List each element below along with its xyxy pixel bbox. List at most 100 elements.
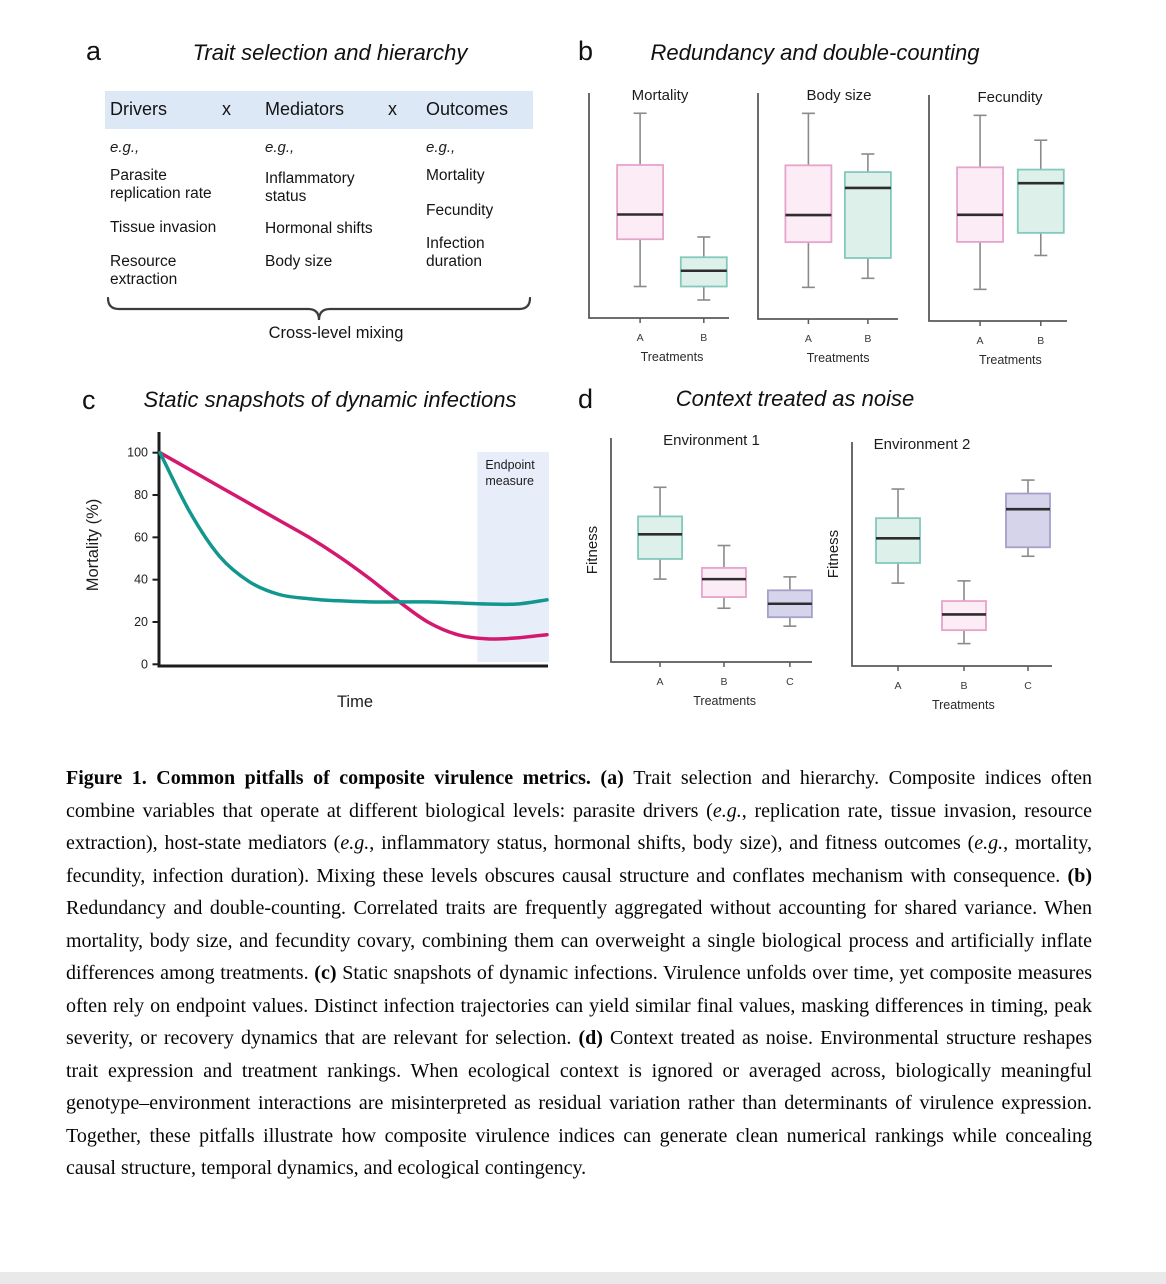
iqr-box — [637, 515, 683, 560]
x-axis-label: Treatments — [641, 350, 704, 364]
box-C — [766, 576, 813, 627]
cross-level-brace — [106, 296, 532, 321]
series-trajectory-fast-early-decline — [158, 450, 549, 607]
panel-c-title: Static snapshots of dynamic infections — [143, 387, 517, 412]
caption-segment: , inflammatory status, hormonal shifts, … — [369, 832, 975, 854]
caption-segment: Figure 1. Common pitfalls of composite v… — [66, 767, 634, 789]
iqr-box — [1016, 168, 1065, 234]
box-A — [637, 486, 683, 580]
x-tick-label: B — [960, 680, 967, 692]
iqr-box — [701, 567, 747, 598]
iqr-box — [784, 164, 833, 244]
endpoint-band-label: Endpoint measure — [485, 458, 535, 488]
multiply-sign-1: x — [222, 99, 231, 119]
iqr-box — [956, 166, 1004, 243]
panel-c-letter: c — [82, 385, 96, 415]
subplot-title: Body size — [806, 87, 871, 104]
y-tick-label: 100 — [127, 446, 148, 460]
mediator-item-1: Inflammatory status — [265, 170, 355, 205]
x-tick-label: A — [805, 333, 812, 345]
panel-c-line-chart: Endpoint measure 0 20 40 60 80 100 Time Mortality… — [84, 432, 549, 711]
y-axis-label: Fitness — [825, 530, 842, 578]
subplot-title: Environment 2 — [874, 436, 971, 453]
box-A — [956, 114, 1004, 291]
iqr-box — [843, 171, 892, 259]
box-B — [701, 544, 747, 610]
header-outcomes: Outcomes — [426, 99, 509, 119]
x-tick-label: B — [720, 676, 727, 688]
box-B — [1016, 139, 1065, 257]
driver-item-3: Resource extraction — [110, 253, 178, 288]
y-axis-label: Fitness — [584, 526, 601, 574]
caption-segment: e.g. — [712, 799, 742, 822]
panel-b-title: Redundancy and double-counting — [650, 40, 980, 65]
x-axis-label: Treatments — [979, 353, 1042, 367]
x-tick-label: A — [637, 332, 644, 344]
x-tick-label: C — [786, 676, 794, 688]
x-axis-label: Treatments — [932, 698, 995, 712]
box-A — [784, 112, 833, 289]
caption-segment: (d) — [578, 1027, 611, 1049]
outcome-item-3: Infection duration — [426, 235, 485, 270]
x-tick-label: C — [1024, 680, 1032, 692]
subplot-title: Environment 1 — [663, 432, 760, 449]
box-B — [843, 153, 892, 280]
caption-segment: , replication rate, tissue invasion, res… — [66, 799, 1092, 855]
x-tick-label: B — [864, 333, 871, 345]
driver-item-1: Parasite replication rate — [110, 167, 212, 202]
multiply-sign-2: x — [388, 99, 397, 119]
header-drivers: Drivers — [110, 99, 167, 119]
subplot-environment-1: Environment 1 Fitness A B C Treatments — [584, 432, 813, 708]
caption-segment: Redundancy and double-counting. Correlat… — [66, 897, 1092, 984]
iqr-box — [875, 517, 921, 564]
endpoint-band-group: Endpoint measure — [477, 452, 549, 662]
mediator-item-2: Hormonal shifts — [265, 220, 373, 237]
subplot-body-size: Body size A B Treatments — [757, 87, 898, 365]
caption-segment: Context treated as noise. Environmental … — [66, 1027, 1092, 1179]
subplot-mortality: Mortality A B Treatments — [588, 87, 729, 364]
bottom-page-strip — [0, 1272, 1166, 1284]
outcome-item-1: Mortality — [426, 167, 485, 184]
cross-level-mixing-label: Cross-level mixing — [268, 324, 404, 342]
y-tick-label: 60 — [134, 530, 148, 544]
outcome-item-2: Fecundity — [426, 202, 494, 219]
box-C — [1005, 479, 1051, 558]
axes — [928, 95, 1067, 322]
panel-d-title: Context treated as noise — [675, 386, 915, 411]
caption-segment: e.g. — [974, 832, 1004, 854]
caption-segment: Trait selection and hierarchy. Composite… — [66, 767, 1092, 822]
caption-segment: (b) — [1067, 864, 1092, 887]
subplot-fecundity: Fecundity A B Treatments — [928, 89, 1067, 367]
figure-caption: Figure 1. Common pitfalls of composite v… — [66, 762, 1092, 1185]
panel-b-letter: b — [578, 36, 594, 66]
y-tick-label: 40 — [134, 573, 148, 587]
box-A — [875, 488, 921, 584]
mediator-item-3: Body size — [265, 253, 333, 270]
panel-a-title: Trait selection and hierarchy — [192, 40, 468, 65]
x-tick-label: B — [700, 332, 707, 344]
axes — [610, 438, 812, 663]
x-axis-label: Treatments — [693, 694, 756, 708]
driver-item-2: Tissue invasion — [110, 219, 217, 236]
subplot-environment-2: Environment 2 Fitness A B C Treatments — [825, 436, 1052, 712]
y-tick-label: 20 — [134, 615, 148, 629]
x-tick-label: B — [1037, 335, 1044, 347]
subplot-title: Fecundity — [977, 89, 1043, 106]
panel-a-letter: a — [86, 36, 102, 66]
axes — [588, 93, 729, 319]
caption-segment: e.g. — [340, 832, 370, 854]
panel-d-letter: d — [578, 384, 594, 414]
iqr-box — [1005, 492, 1051, 549]
caption-segment: Static snapshots of dynamic infections. … — [66, 962, 1093, 1049]
eg-label-drivers: e.g., — [110, 139, 140, 156]
x-tick-label: A — [977, 335, 984, 347]
panel-b-boxplots: Mortality A B Treatments Body size A B Treatmen… — [588, 87, 1067, 367]
axes — [851, 442, 1052, 667]
y-tick-label: 80 — [134, 488, 148, 502]
endpoint-band — [477, 452, 549, 662]
subplot-title: Mortality — [632, 87, 689, 104]
eg-label-outcomes: e.g., — [426, 139, 456, 156]
caption-segment: , mortality, fecundity, infection durati… — [66, 832, 1092, 887]
eg-label-mediators: e.g., — [265, 139, 295, 156]
